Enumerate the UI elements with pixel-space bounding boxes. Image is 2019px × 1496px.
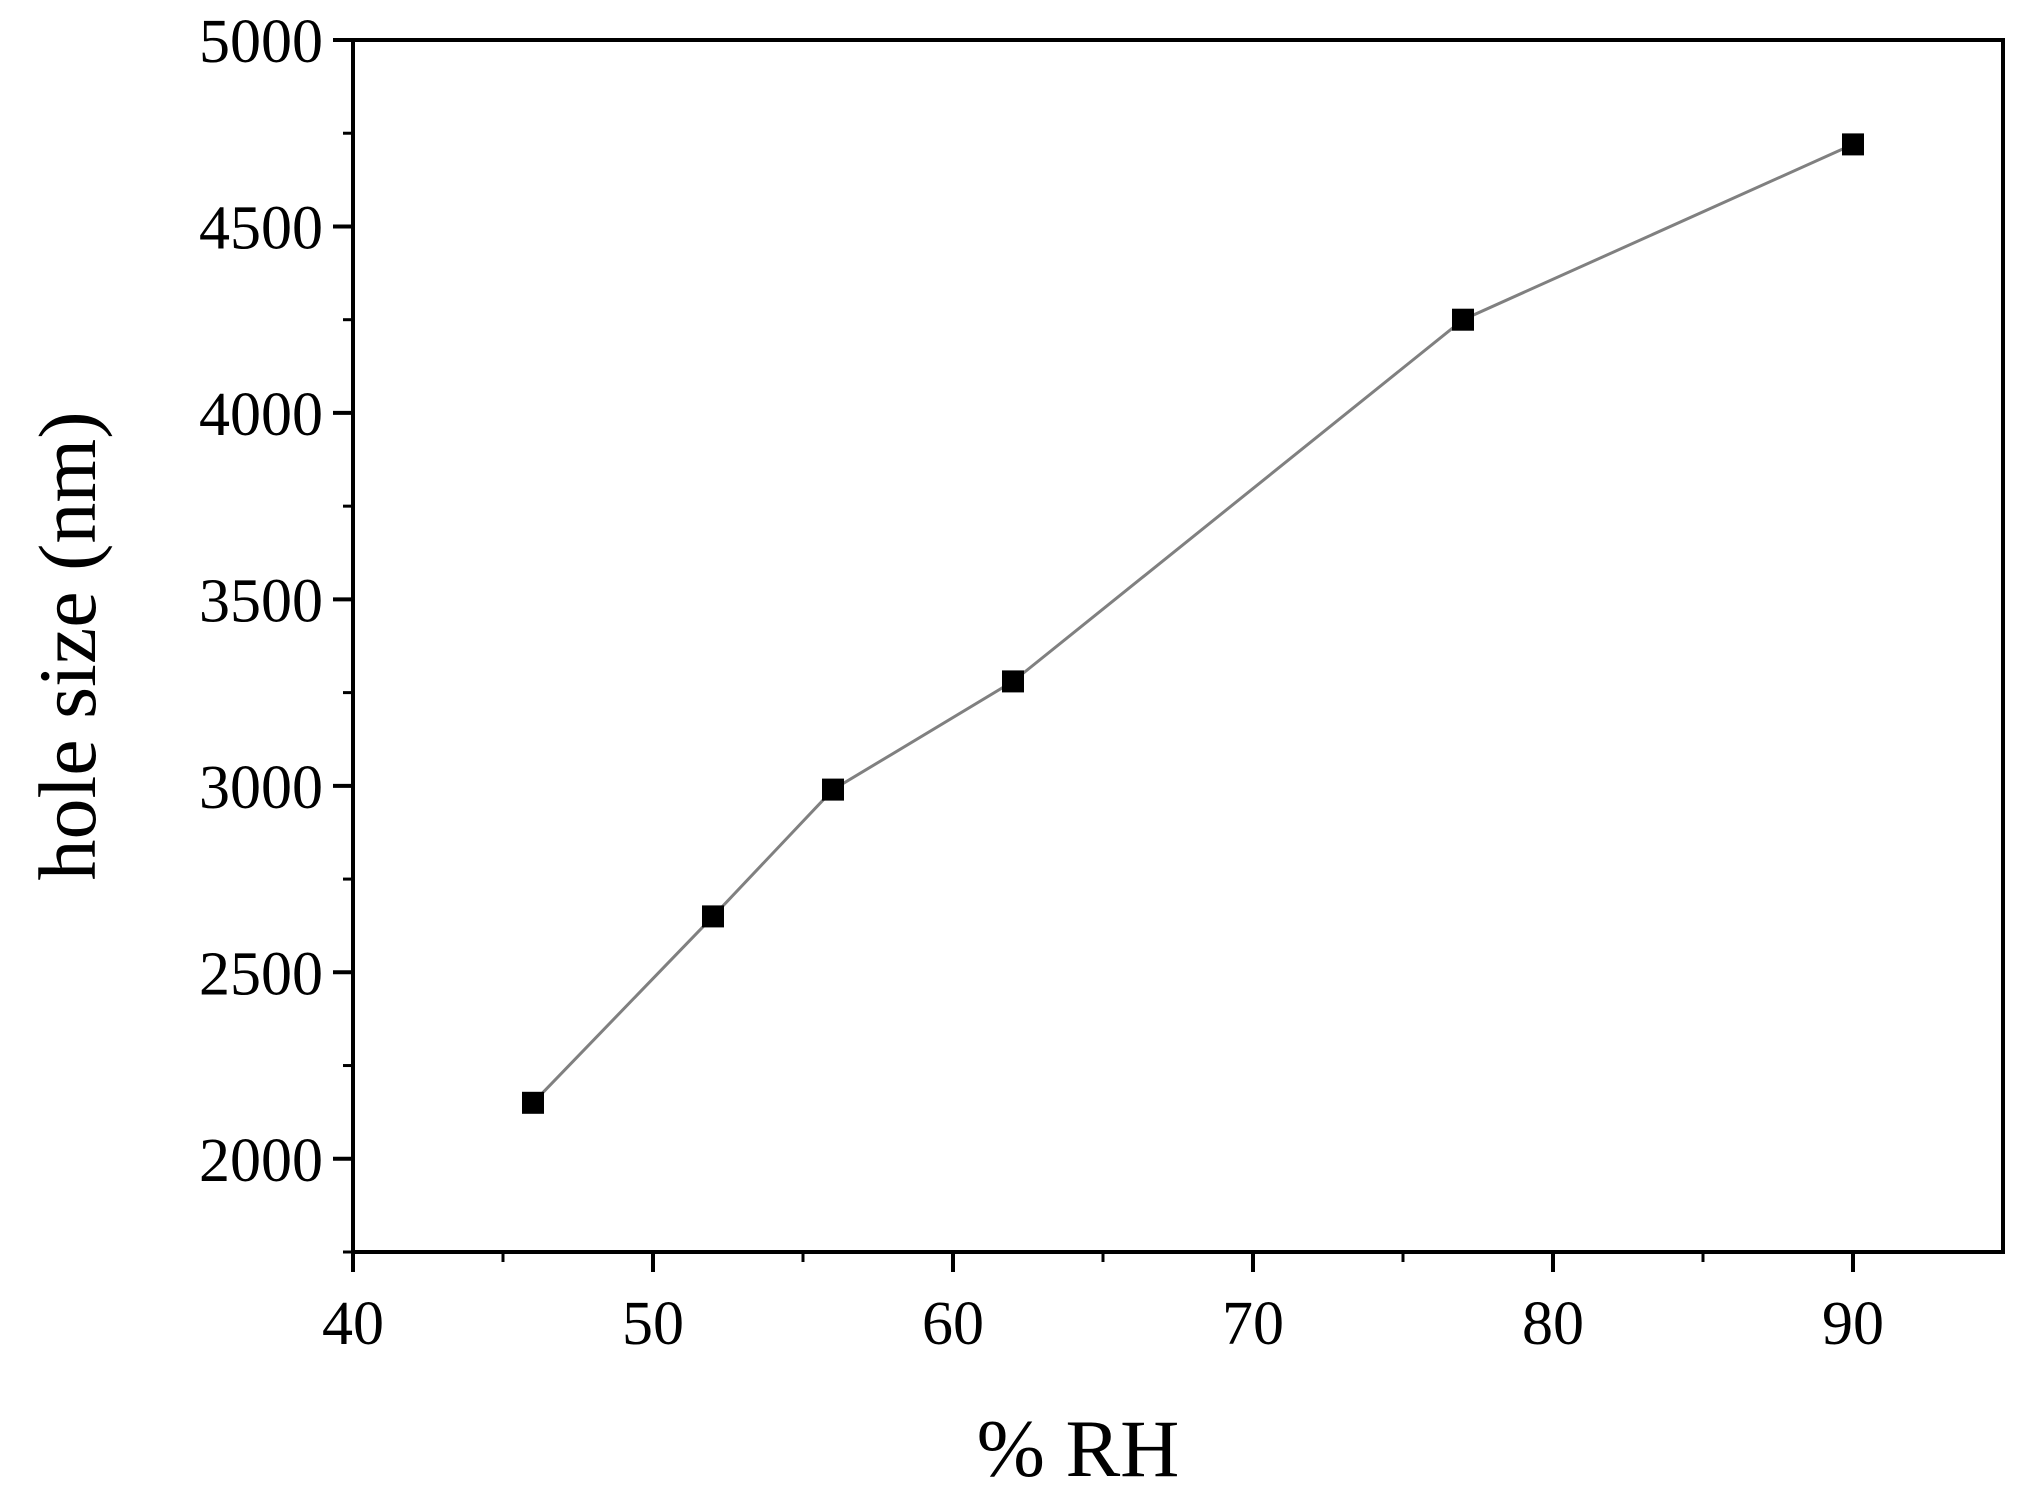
data-point xyxy=(522,1091,544,1114)
x-axis-ticks xyxy=(351,1252,1855,1272)
x-tick-label: 70 xyxy=(1222,1290,1284,1358)
x-tick-label: 50 xyxy=(622,1290,684,1358)
data-point xyxy=(1452,308,1474,331)
x-axis-title: % RH xyxy=(977,1403,1180,1494)
y-tick-label: 2000 xyxy=(199,1127,323,1195)
x-tick-label: 80 xyxy=(1522,1290,1584,1358)
x-tick-label: 60 xyxy=(922,1290,984,1358)
series-line xyxy=(531,143,1854,1104)
x-axis-tick-labels: 40 50 60 70 80 90 xyxy=(322,1290,1884,1358)
y-axis-tick-labels: 2000 2500 3000 3500 4000 4500 5000 xyxy=(199,8,323,1195)
y-tick-label: 4500 xyxy=(199,194,323,262)
y-axis-ticks xyxy=(333,38,353,1254)
series-lines xyxy=(531,143,1854,1104)
y-tick-label: 2500 xyxy=(199,940,323,1008)
x-tick-label: 90 xyxy=(1822,1290,1884,1358)
plot-frame xyxy=(351,38,2005,1254)
data-point xyxy=(822,778,844,801)
x-tick-label: 40 xyxy=(322,1290,384,1358)
y-tick-label: 4000 xyxy=(199,381,323,449)
data-point xyxy=(1842,133,1864,156)
y-axis-title: hole size (nm) xyxy=(22,411,113,880)
series-points xyxy=(522,133,1864,1114)
y-tick-label: 3500 xyxy=(199,567,323,635)
data-point xyxy=(702,905,724,928)
y-tick-label: 3000 xyxy=(199,754,323,822)
data-point xyxy=(1002,670,1024,693)
y-tick-label: 5000 xyxy=(199,8,323,76)
